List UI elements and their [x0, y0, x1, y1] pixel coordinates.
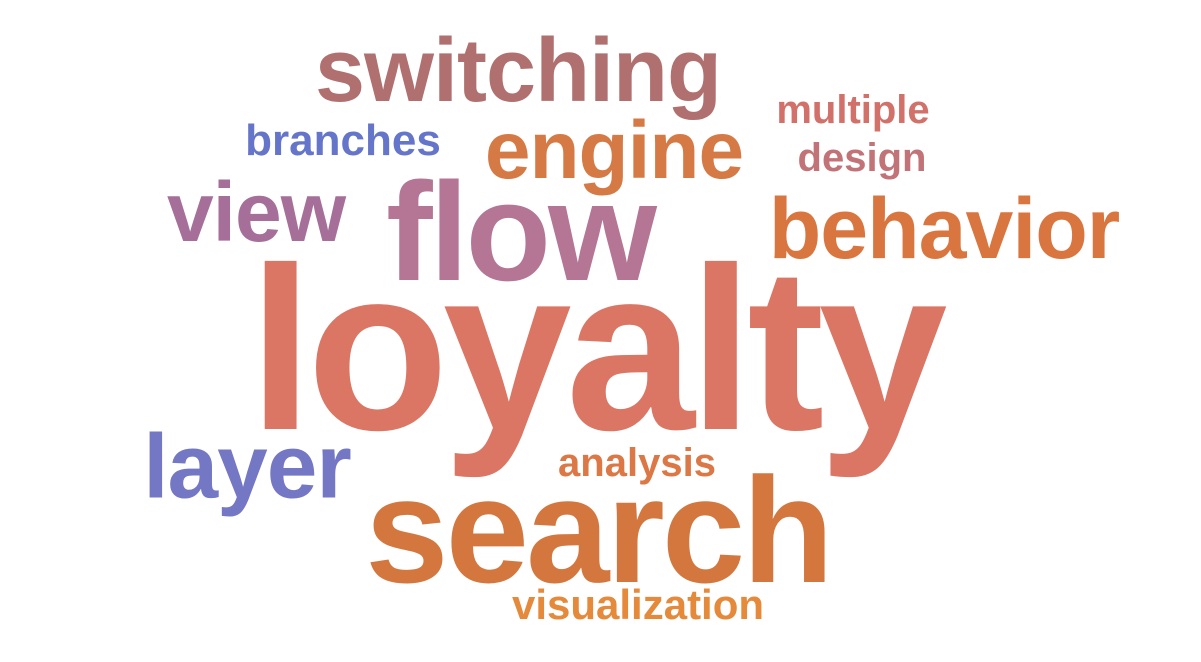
word-design: design — [797, 136, 927, 180]
word-multiple: multiple — [776, 88, 930, 132]
word-switching: switching — [314, 21, 722, 121]
word-visualization: visualization — [511, 581, 765, 628]
word-analysis: analysis — [558, 441, 716, 485]
word-loyalty: loyalty — [248, 220, 948, 479]
word-search: search — [365, 446, 834, 614]
word-branches: branches — [245, 116, 441, 165]
word-behavior: behavior — [768, 181, 1120, 277]
word-flow: flow — [386, 153, 657, 310]
word-view: view — [166, 165, 346, 259]
word-engine: engine — [484, 105, 744, 196]
word-layer: layer — [143, 416, 352, 518]
